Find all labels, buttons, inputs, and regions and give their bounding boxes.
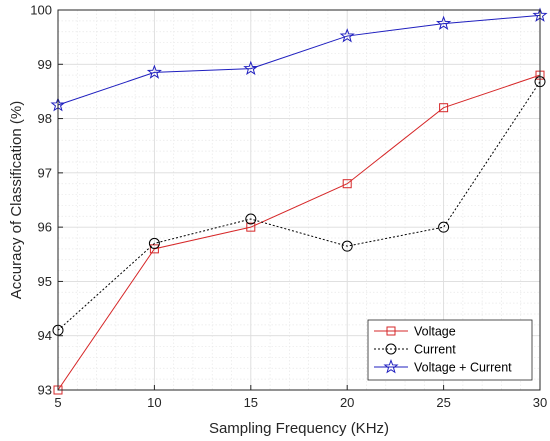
data-point-square	[439, 103, 449, 113]
x-tick-label: 15	[244, 395, 258, 410]
legend-item: Voltage	[374, 325, 456, 339]
series-line	[57, 81, 541, 331]
plot-frame	[57, 9, 541, 391]
data-point-star	[243, 60, 259, 76]
data-point-square	[246, 222, 256, 232]
legend-label: Voltage + Current	[414, 361, 512, 375]
x-tick-label: 25	[436, 395, 450, 410]
legend-label: Current	[414, 343, 456, 357]
series-line	[57, 14, 541, 106]
data-point-star	[146, 64, 162, 79]
x-tick-label: 10	[147, 395, 161, 410]
x-axis-title: Sampling Frequency (KHz)	[209, 420, 389, 437]
x-tick-label: 5	[54, 395, 61, 410]
x-tick-label: 30	[533, 395, 547, 410]
y-tick-label: 96	[38, 220, 52, 235]
y-tick-label: 95	[38, 274, 52, 289]
legend-label: Voltage	[414, 325, 456, 339]
series-line	[57, 74, 541, 391]
y-axis-ticks: 93 94 95 96 97 98 99 100	[30, 3, 63, 398]
data-point-circle	[341, 240, 353, 252]
data-point-square	[149, 244, 159, 254]
minor-grid	[58, 10, 540, 390]
legend-item: Voltage + Current	[374, 359, 512, 375]
legend: Voltage Current Voltage + Current	[367, 319, 533, 381]
legend-item: Current	[374, 343, 456, 357]
x-tick-label: 20	[340, 395, 354, 410]
y-tick-label: 98	[38, 111, 52, 126]
y-tick-label: 99	[38, 57, 52, 72]
x-axis-ticks: 5 10 15 20 25 30	[54, 385, 547, 410]
y-tick-label: 93	[38, 383, 52, 398]
data-point-circle	[245, 213, 257, 225]
data-point-circle	[438, 221, 450, 233]
y-axis-title: Accuracy of Classification (%)	[8, 101, 25, 299]
data-point-circle	[148, 237, 160, 249]
data-point-star	[436, 15, 452, 31]
legend-marker-star	[383, 359, 399, 374]
y-tick-label: 94	[38, 328, 52, 343]
data-point-square	[342, 179, 352, 189]
y-tick-label: 97	[38, 165, 52, 180]
y-tick-label: 100	[30, 3, 52, 18]
legend-marker-circle	[385, 343, 397, 355]
data-point-star	[339, 28, 355, 43]
legend-marker-square	[386, 326, 396, 336]
